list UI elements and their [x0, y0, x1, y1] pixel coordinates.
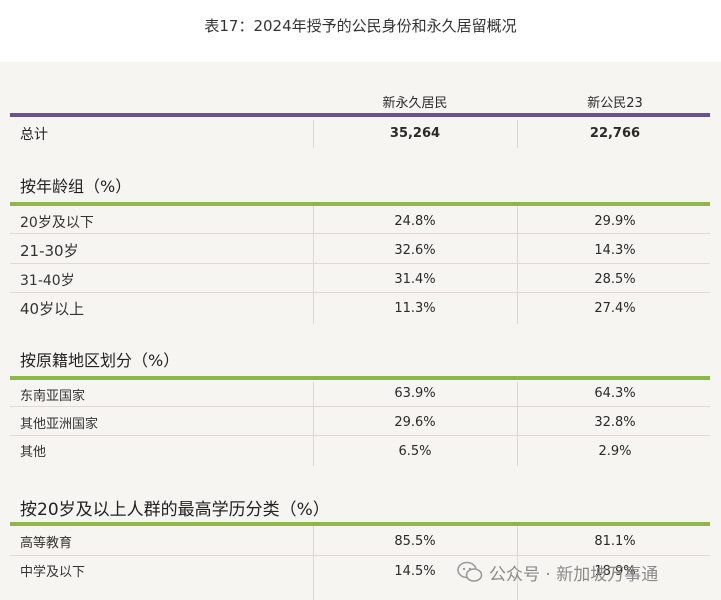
row-value-new-citizens: 81.1% — [594, 534, 636, 549]
row-value-new-citizens: 27.4% — [594, 301, 636, 316]
row-value-new-pr: 11.3% — [394, 301, 436, 316]
column-divider — [313, 206, 314, 324]
section-rule — [10, 376, 710, 380]
row-divider — [10, 435, 710, 436]
table-title: 表17：2024年授予的公民身份和永久居留概况 — [204, 17, 517, 35]
row-divider — [10, 406, 710, 407]
column-header-new-citizens: 新公民23 — [587, 96, 643, 111]
total-label: 总计 — [20, 127, 48, 143]
row-value-new-pr: 14.5% — [394, 564, 436, 579]
row-divider — [10, 292, 710, 293]
section-heading-origin: 按原籍地区划分（%） — [20, 351, 180, 370]
column-divider — [517, 120, 518, 148]
watermark-text: 公众号 · 新加坡万事通 — [489, 564, 659, 585]
row-label: 21-30岁 — [20, 242, 79, 260]
column-divider — [517, 526, 518, 600]
row-divider — [10, 233, 710, 234]
row-value-new-citizens: 28.5% — [594, 272, 636, 287]
section-heading-age: 按年龄组（%） — [20, 177, 132, 196]
row-value-new-pr: 63.9% — [394, 386, 436, 401]
row-label: 其他 — [20, 445, 47, 460]
row-value-new-citizens: 2.9% — [598, 444, 632, 459]
column-divider — [313, 120, 314, 148]
row-label: 高等教育 — [20, 536, 73, 551]
row-label: 中学及以下 — [20, 565, 86, 580]
total-new-pr: 35,264 — [389, 126, 441, 141]
row-value-new-citizens: 32.8% — [594, 415, 636, 430]
row-value-new-pr: 24.8% — [394, 214, 436, 229]
row-label: 20岁及以下 — [20, 215, 94, 231]
column-divider — [517, 382, 518, 466]
row-value-new-pr: 31.4% — [394, 272, 436, 287]
row-value-new-citizens: 29.9% — [594, 214, 636, 229]
wechat-icon — [457, 561, 483, 583]
row-divider — [10, 555, 710, 556]
row-value-new-pr: 85.5% — [394, 534, 436, 549]
section-rule — [10, 522, 710, 526]
row-value-new-citizens: 64.3% — [594, 386, 636, 401]
section-heading-education: 按20岁及以上人群的最高学历分类（%） — [20, 500, 330, 520]
row-value-new-pr: 29.6% — [394, 415, 436, 430]
watermark: 公众号 · 新加坡万事通 — [457, 558, 717, 586]
row-label: 31-40岁 — [20, 273, 75, 289]
column-header-new-pr: 新永久居民 — [382, 96, 448, 111]
total-new-citizens: 22,766 — [589, 126, 641, 141]
row-value-new-pr: 32.6% — [394, 243, 436, 258]
header-rule — [10, 113, 710, 117]
title-area: 表17：2024年授予的公民身份和永久居留概况 — [0, 0, 721, 62]
row-value-new-citizens: 18.9% — [594, 564, 636, 579]
row-value-new-citizens: 14.3% — [594, 243, 636, 258]
column-divider — [517, 206, 518, 324]
row-label: 其他亚洲国家 — [20, 417, 99, 432]
row-label: 东南亚国家 — [20, 389, 86, 404]
section-rule — [10, 202, 710, 206]
column-divider — [313, 526, 314, 600]
column-divider — [313, 382, 314, 466]
row-value-new-pr: 6.5% — [398, 444, 432, 459]
row-divider — [10, 263, 710, 264]
table-panel — [0, 62, 721, 600]
row-label: 40岁以上 — [20, 300, 85, 318]
